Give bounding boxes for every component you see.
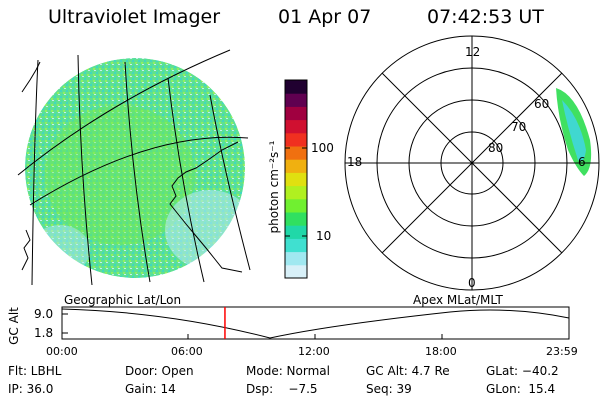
colorbar-tick-100: 100 xyxy=(311,141,334,155)
timeline-x-tick-1: 06:00 xyxy=(171,345,203,358)
colorbar-segment xyxy=(285,198,307,213)
colorbar-segment xyxy=(285,172,307,187)
colorbar-segment xyxy=(285,159,307,173)
timeline-left-label: Geographic Lat/Lon xyxy=(64,293,182,307)
latitude-lines xyxy=(17,49,249,206)
colorbar-segment xyxy=(285,225,307,239)
colorbar-segment xyxy=(285,80,307,94)
colorbar-segment xyxy=(285,132,307,147)
instrument-title: Ultraviolet Imager xyxy=(48,6,221,28)
mlt-label-noon: 12 xyxy=(465,45,481,59)
observation-time: 07:42:53 UT xyxy=(427,6,544,28)
gc-altitude: GC Alt: 4.7 Re xyxy=(366,364,450,378)
colorbar-segment xyxy=(285,251,307,266)
timeline-y-label: GC Alt xyxy=(7,307,21,345)
polar-plot xyxy=(344,35,600,291)
timeline-x-tick-3: 18:00 xyxy=(425,345,457,358)
lat-label-60: 60 xyxy=(534,97,550,111)
colorbar-segment xyxy=(285,185,307,200)
mode-state: Mode: Normal xyxy=(246,364,330,378)
colorbar-segment xyxy=(285,238,307,253)
mlt-label-dusk: 18 xyxy=(347,155,363,169)
seq-value: Seq: 39 xyxy=(366,382,412,396)
timeline-x-tick-2: 12:00 xyxy=(298,345,330,358)
dsp-value: Dsp: −7.5 xyxy=(246,382,318,396)
colorbar-segment xyxy=(285,106,307,121)
color-bar xyxy=(285,80,307,279)
observation-date: 01 Apr 07 xyxy=(278,6,372,28)
colorbar-segment xyxy=(285,93,307,107)
colorbar-segment xyxy=(285,212,307,226)
timeline-right-label: Apex MLat/MLT xyxy=(413,293,503,307)
colorbar-unit-label: photon cm⁻²s⁻¹ xyxy=(267,140,281,234)
gain-value: Gain: 14 xyxy=(125,382,176,396)
flt-filter: Flt: LBHL xyxy=(8,364,62,378)
colorbar-segment xyxy=(285,119,307,134)
timeline-y-ticks xyxy=(62,313,68,334)
colorbar-segment xyxy=(285,264,307,279)
ip-value: IP: 36.0 xyxy=(8,382,54,396)
timeline-y-tick-low: 1.8 xyxy=(34,326,54,340)
coastline-west xyxy=(21,61,41,271)
timeline-plot xyxy=(61,306,570,340)
timeline-x-tick-0: 00:00 xyxy=(46,345,78,358)
timeline-x-ticks xyxy=(61,334,570,339)
lat-label-70: 70 xyxy=(511,120,527,134)
colorbar-segment xyxy=(285,146,307,160)
uv-emission-disc xyxy=(25,58,245,278)
timeline-y-tick-high: 9.0 xyxy=(34,307,54,321)
geo-latitude: GLat: −40.2 xyxy=(486,364,559,378)
geo-longitude: GLon: 15.4 xyxy=(486,382,556,396)
timeline-x-tick-4: 23:59 xyxy=(546,345,578,358)
longitude-lines xyxy=(31,54,251,286)
altitude-curve xyxy=(61,308,570,339)
coastline xyxy=(169,141,243,273)
mlt-label-dawn: 6 xyxy=(578,155,586,169)
door-state: Door: Open xyxy=(125,364,194,378)
colorbar-ticks xyxy=(285,147,307,237)
colorbar-tick-10: 10 xyxy=(316,229,332,243)
mlt-label-midnight: 0 xyxy=(468,276,476,290)
lat-label-80: 80 xyxy=(488,141,504,155)
